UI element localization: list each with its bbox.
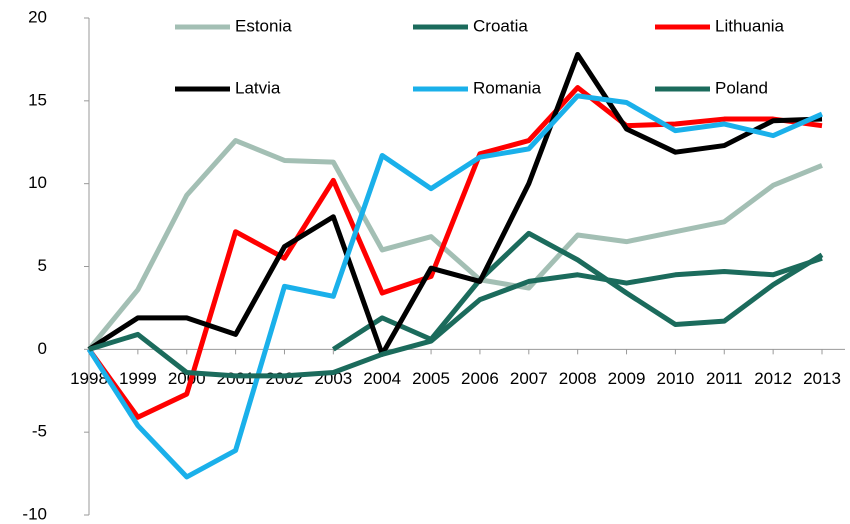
legend-label: Latvia <box>235 78 281 97</box>
series-line <box>87 51 823 357</box>
y-tick-label: 15 <box>28 90 47 109</box>
series-line <box>331 230 824 352</box>
x-tick-label: 2005 <box>412 369 450 388</box>
series-line <box>88 255 823 379</box>
y-tick-label: 0 <box>38 339 47 358</box>
legend-label: Croatia <box>473 16 528 35</box>
x-tick-label: 2010 <box>656 369 694 388</box>
x-tick-label: 1999 <box>119 369 157 388</box>
x-tick-label: 2012 <box>754 369 792 388</box>
x-tick-label: 2009 <box>608 369 646 388</box>
x-tick-label: 2008 <box>559 369 597 388</box>
legend-label: Lithuania <box>715 16 785 35</box>
y-tick-label: -5 <box>32 422 47 441</box>
legend-label: Poland <box>715 78 768 97</box>
y-tick-label: 10 <box>28 173 47 192</box>
y-tick-label: -10 <box>22 504 47 523</box>
x-tick-label: 1998 <box>70 369 108 388</box>
x-tick-label: 2011 <box>706 369 743 388</box>
y-tick-label: 20 <box>28 7 47 26</box>
series-line <box>86 85 823 420</box>
legend-label: Romania <box>473 78 542 97</box>
series-line <box>87 138 823 351</box>
x-tick-label: 2006 <box>461 369 499 388</box>
x-tick-label: 2013 <box>803 369 841 388</box>
legend-label: Estonia <box>235 16 292 35</box>
x-tick-label: 2004 <box>363 369 401 388</box>
y-tick-label: 5 <box>38 256 47 275</box>
x-tick-label: 2007 <box>510 369 548 388</box>
series-line <box>86 93 824 480</box>
